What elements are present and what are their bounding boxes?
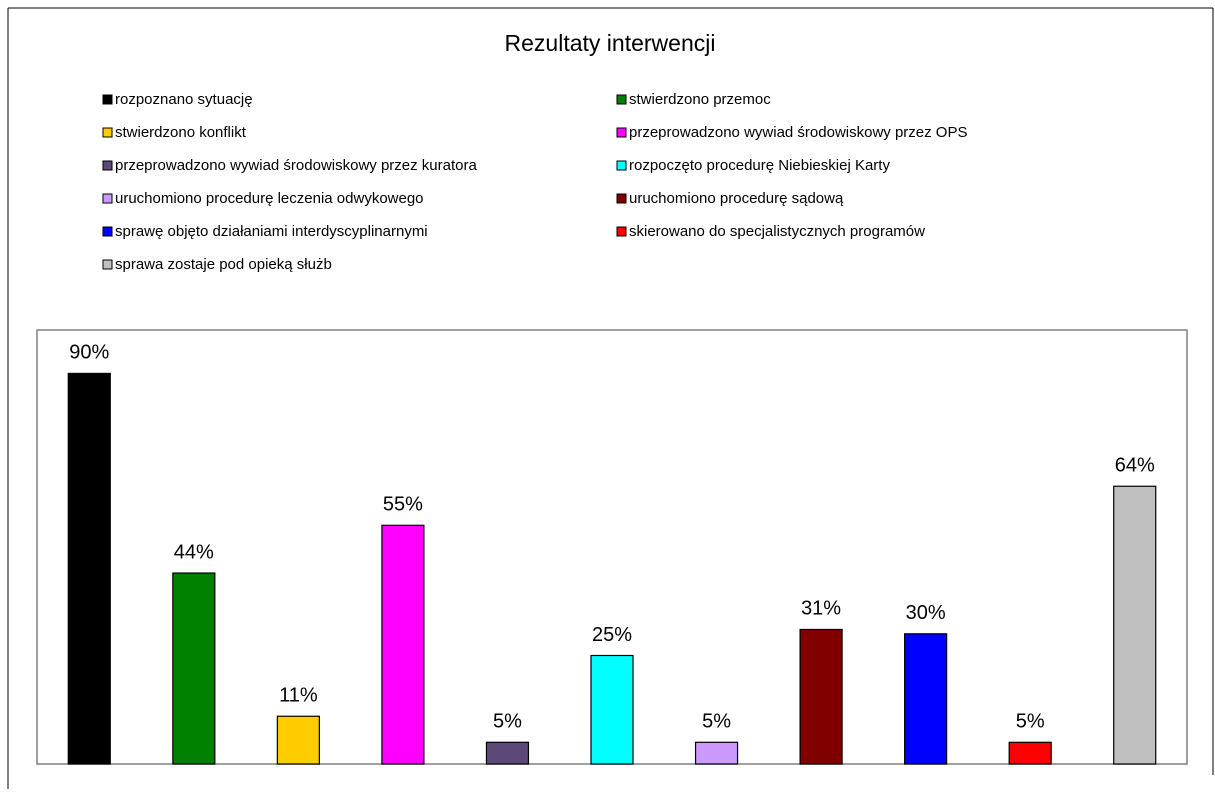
legend-swatch bbox=[616, 193, 627, 204]
data-label: 64% bbox=[1115, 455, 1155, 477]
legend-label: rozpoznano sytuację bbox=[115, 91, 253, 108]
bar bbox=[67, 372, 111, 765]
legend-swatch bbox=[616, 226, 627, 237]
data-label: 44% bbox=[174, 541, 214, 563]
legend-swatch bbox=[102, 259, 113, 270]
legend-label: skierowano do specjalistycznych programó… bbox=[629, 223, 925, 240]
data-label: 5% bbox=[702, 711, 731, 733]
data-label: 55% bbox=[383, 494, 423, 516]
legend-swatch bbox=[102, 127, 113, 138]
legend-label: stwierdzono konflikt bbox=[115, 124, 247, 141]
data-label: 30% bbox=[906, 602, 946, 624]
legend-swatch bbox=[616, 160, 627, 171]
bar bbox=[590, 654, 634, 765]
data-label: 25% bbox=[592, 624, 632, 646]
legend-label: stwierdzono przemoc bbox=[629, 91, 771, 108]
bar bbox=[1008, 741, 1052, 765]
legend-label: uruchomiono procedurę leczenia odwykoweg… bbox=[115, 190, 424, 207]
legend-swatch bbox=[616, 127, 627, 138]
legend-label: rozpoczęto procedurę Niebieskiej Karty bbox=[629, 157, 890, 174]
legend-label: sprawę objęto działaniami interdyscyplin… bbox=[115, 223, 428, 240]
bar bbox=[381, 524, 425, 765]
data-label: 31% bbox=[801, 598, 841, 620]
bar bbox=[276, 715, 320, 765]
legend-label: sprawa zostaje pod opieką służb bbox=[115, 256, 332, 273]
data-label: 11% bbox=[279, 685, 318, 707]
data-label: 5% bbox=[1016, 711, 1045, 733]
bar bbox=[1113, 485, 1157, 765]
legend-swatch bbox=[102, 226, 113, 237]
legend-label: przeprowadzono wywiad środowiskowy przez… bbox=[115, 157, 477, 174]
bar bbox=[904, 633, 948, 765]
legend-label: uruchomiono procedurę sądową bbox=[629, 190, 844, 207]
chart-title: Rezultaty interwencji bbox=[505, 30, 716, 56]
legend-swatch bbox=[102, 193, 113, 204]
bar bbox=[172, 572, 216, 765]
legend-swatch bbox=[102, 94, 113, 105]
bar bbox=[799, 628, 843, 765]
legend-swatch bbox=[616, 94, 627, 105]
legend-swatch bbox=[102, 160, 113, 171]
data-label: 5% bbox=[493, 711, 522, 733]
bar bbox=[485, 741, 530, 765]
legend-label: przeprowadzono wywiad środowiskowy przez… bbox=[629, 124, 967, 141]
data-label: 90% bbox=[69, 342, 109, 364]
bar bbox=[694, 741, 739, 765]
